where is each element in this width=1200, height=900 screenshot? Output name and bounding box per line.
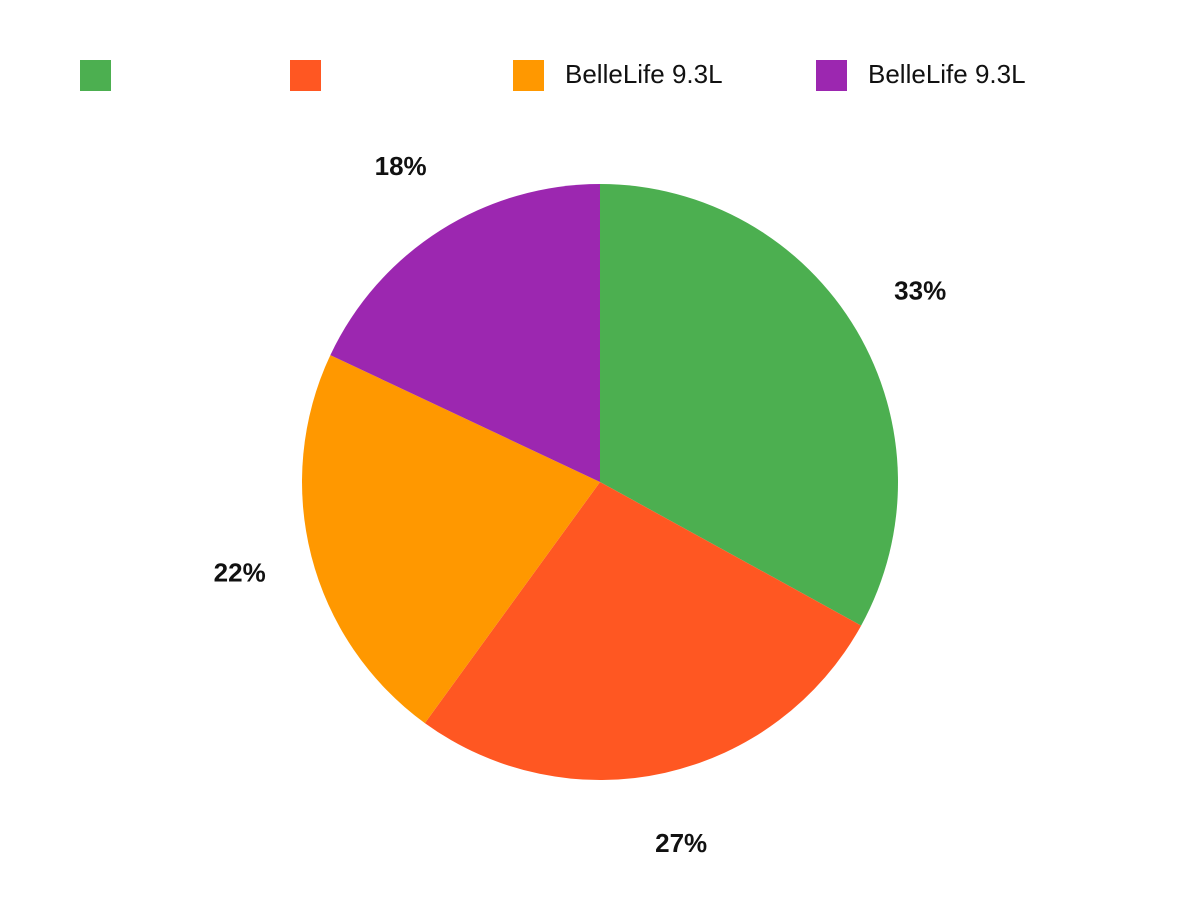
- legend-label: BelleLife 9.3L: [868, 59, 1026, 89]
- legend-swatch: [513, 60, 544, 91]
- pie-slice: [600, 184, 898, 626]
- value-label: 18%: [375, 151, 427, 181]
- pie-slice: [330, 184, 600, 482]
- pie-slice: [424, 482, 862, 781]
- pie-slice: [302, 355, 600, 724]
- legend-swatch: [80, 60, 111, 91]
- value-label: 22%: [214, 557, 266, 587]
- legend-label: BelleLife 9.3L: [565, 59, 723, 89]
- legend-swatch: [290, 60, 321, 91]
- value-label: 27%: [655, 828, 707, 858]
- legend-swatch: [816, 60, 847, 91]
- value-label: 33%: [894, 276, 946, 306]
